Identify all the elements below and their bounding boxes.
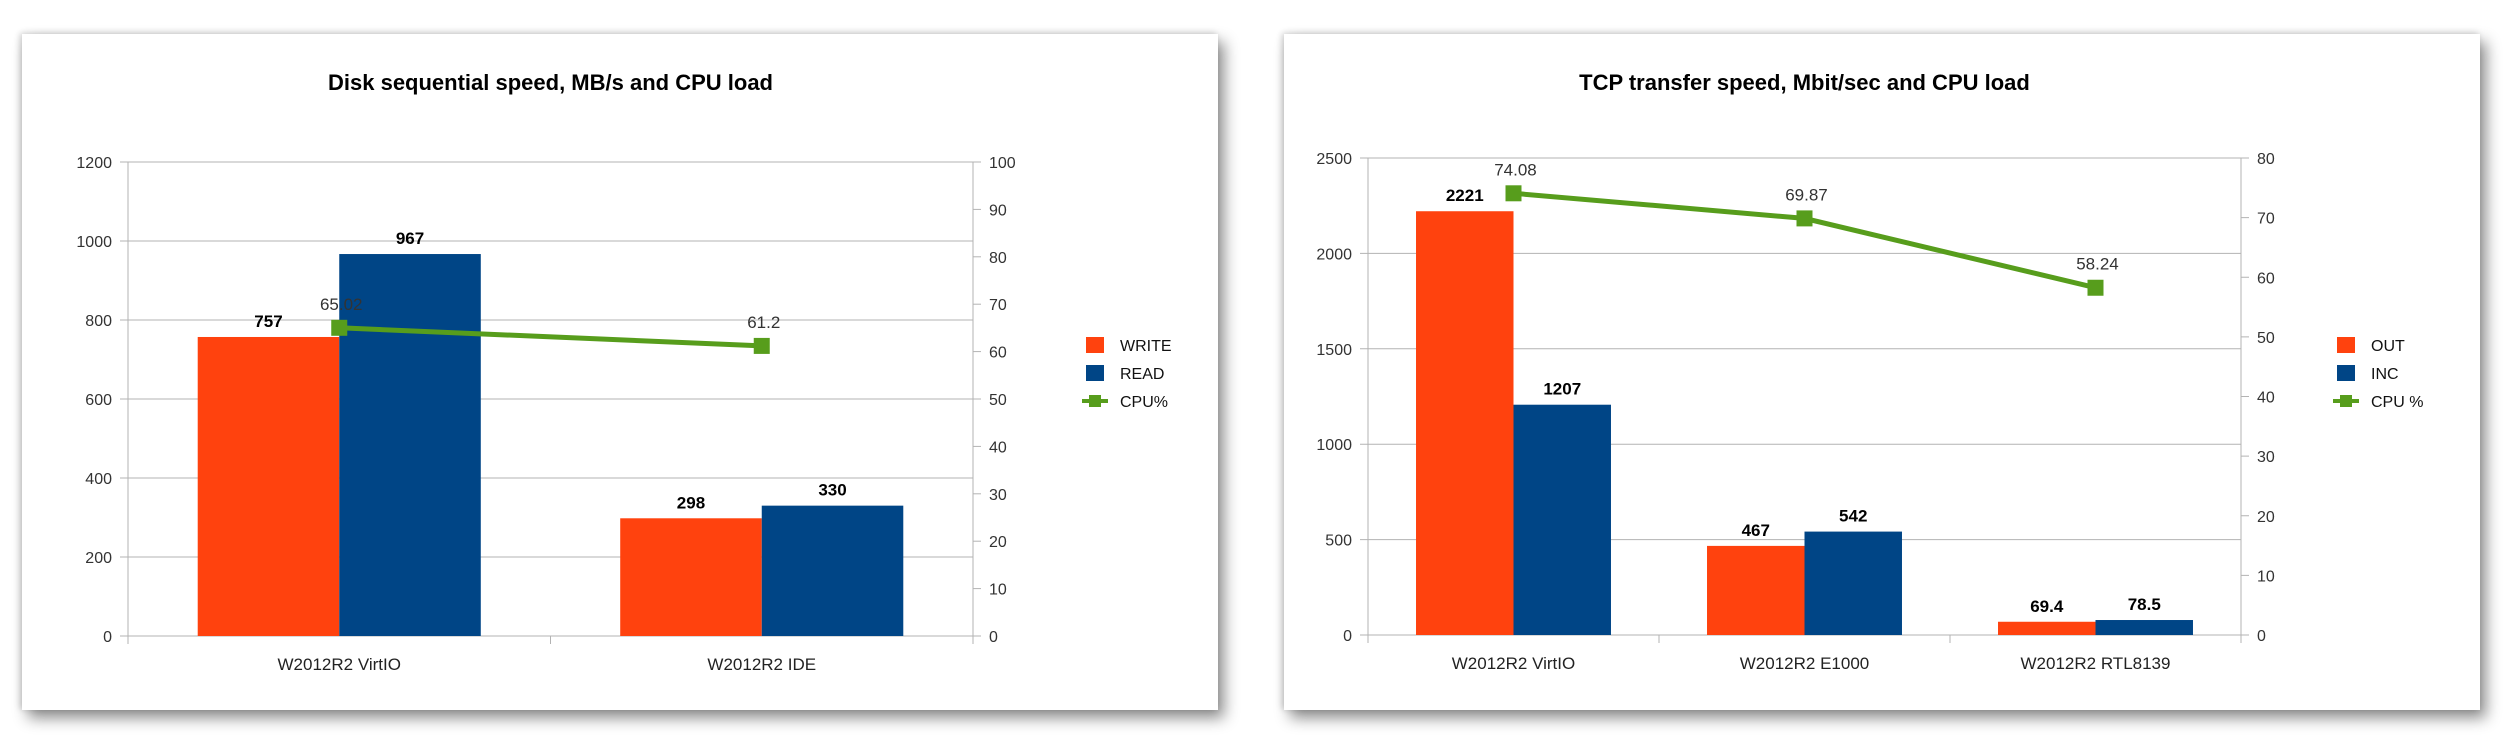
legend-swatch — [2337, 365, 2355, 381]
y2-tick-label: 50 — [2257, 330, 2275, 347]
x-tick-label: W2012R2 IDE — [707, 655, 816, 674]
bar-data-label: 542 — [1839, 507, 1867, 526]
legend-label: WRITE — [1120, 338, 1172, 355]
cpu-point — [2087, 279, 2104, 296]
y2-tick-label: 60 — [989, 345, 1007, 362]
cpu-point — [753, 337, 770, 354]
y-tick-label: 500 — [1325, 533, 1352, 550]
bar-data-label: 330 — [818, 481, 846, 500]
cpu-point — [1505, 185, 1522, 202]
y2-tick-label: 20 — [2257, 509, 2275, 526]
legend-label: CPU% — [1120, 394, 1168, 411]
y-tick-label: 1200 — [76, 155, 112, 172]
bar-inc — [1513, 404, 1611, 635]
bar-read — [761, 505, 904, 636]
cpu-data-label: 65.02 — [320, 295, 363, 314]
bar-write — [620, 518, 762, 636]
y-tick-label: 200 — [85, 550, 112, 567]
x-tick-label: W2012R2 RTL8139 — [2021, 654, 2171, 673]
x-tick-label: W2012R2 VirtIO — [1452, 654, 1575, 673]
y-tick-label: 600 — [85, 392, 112, 409]
y-tick-label: 1000 — [1316, 437, 1352, 454]
y-tick-label: 2500 — [1316, 151, 1352, 168]
legend-marker-swatch — [1089, 395, 1101, 407]
cpu-data-label: 58.24 — [2076, 255, 2119, 274]
y2-tick-label: 80 — [2257, 151, 2275, 168]
y2-tick-label: 70 — [989, 297, 1007, 314]
y-tick-label: 800 — [85, 313, 112, 330]
disk-speed-chart-panel: Disk sequential speed, MB/s and CPU load… — [22, 34, 1218, 710]
bar-data-label: 467 — [1742, 521, 1770, 540]
y2-tick-label: 80 — [989, 250, 1007, 267]
bar-out — [1998, 621, 2096, 635]
y2-tick-label: 20 — [989, 534, 1007, 551]
y2-tick-label: 60 — [2257, 270, 2275, 287]
bar-out — [1707, 545, 1805, 635]
y2-tick-label: 50 — [989, 392, 1007, 409]
bar-write — [197, 336, 340, 636]
cpu-data-label: 74.08 — [1494, 160, 1537, 179]
y-tick-label: 0 — [1343, 628, 1352, 645]
y2-tick-label: 90 — [989, 202, 1007, 219]
bar-data-label: 2221 — [1446, 186, 1484, 205]
bar-data-label: 78.5 — [2128, 595, 2161, 614]
y2-tick-label: 0 — [989, 629, 998, 646]
y-tick-label: 1000 — [76, 234, 112, 251]
legend-label: OUT — [2371, 338, 2405, 355]
legend-label: INC — [2371, 366, 2399, 383]
bar-inc — [1804, 531, 1902, 635]
y2-tick-label: 10 — [989, 582, 1007, 599]
bar-data-label: 69.4 — [2030, 597, 2064, 616]
cpu-point — [331, 319, 348, 336]
legend-marker-swatch — [2340, 395, 2352, 407]
legend-label: READ — [1120, 366, 1164, 383]
y2-tick-label: 70 — [2257, 211, 2275, 228]
y-tick-label: 2000 — [1316, 246, 1352, 263]
y-tick-label: 1500 — [1316, 342, 1352, 359]
y-tick-label: 400 — [85, 471, 112, 488]
y2-tick-label: 40 — [2257, 390, 2275, 407]
cpu-line — [1513, 190, 2097, 291]
tcp-speed-chart: TCP transfer speed, Mbit/sec and CPU loa… — [1316, 70, 2423, 673]
y-tick-label: 0 — [103, 629, 112, 646]
y2-tick-label: 30 — [2257, 449, 2275, 466]
cpu-line — [339, 325, 762, 349]
y2-tick-label: 30 — [989, 487, 1007, 504]
bar-data-label: 967 — [396, 229, 424, 248]
legend-swatch — [2337, 337, 2355, 353]
cpu-data-label: 69.87 — [1785, 185, 1828, 204]
legend-label: CPU % — [2371, 394, 2423, 411]
bar-inc — [2095, 620, 2193, 635]
bar-out — [1416, 211, 1514, 635]
x-tick-label: W2012R2 VirtIO — [278, 655, 401, 674]
chart-title: Disk sequential speed, MB/s and CPU load — [328, 70, 773, 95]
cpu-point — [1796, 210, 1813, 227]
tcp-speed-chart-panel: TCP transfer speed, Mbit/sec and CPU loa… — [1284, 34, 2480, 710]
x-tick-label: W2012R2 E1000 — [1740, 654, 1869, 673]
cpu-data-label: 61.2 — [747, 313, 780, 332]
y2-tick-label: 100 — [989, 155, 1016, 172]
chart-title: TCP transfer speed, Mbit/sec and CPU loa… — [1579, 70, 2030, 95]
y2-tick-label: 10 — [2257, 568, 2275, 585]
legend-swatch — [1086, 365, 1104, 381]
bar-data-label: 1207 — [1543, 380, 1581, 399]
legend-swatch — [1086, 337, 1104, 353]
bar-data-label: 757 — [254, 312, 282, 331]
disk-speed-chart: Disk sequential speed, MB/s and CPU load… — [76, 70, 1172, 674]
y2-tick-label: 0 — [2257, 628, 2266, 645]
y2-tick-label: 40 — [989, 439, 1007, 456]
bar-read — [339, 254, 481, 636]
bar-data-label: 298 — [677, 493, 705, 512]
